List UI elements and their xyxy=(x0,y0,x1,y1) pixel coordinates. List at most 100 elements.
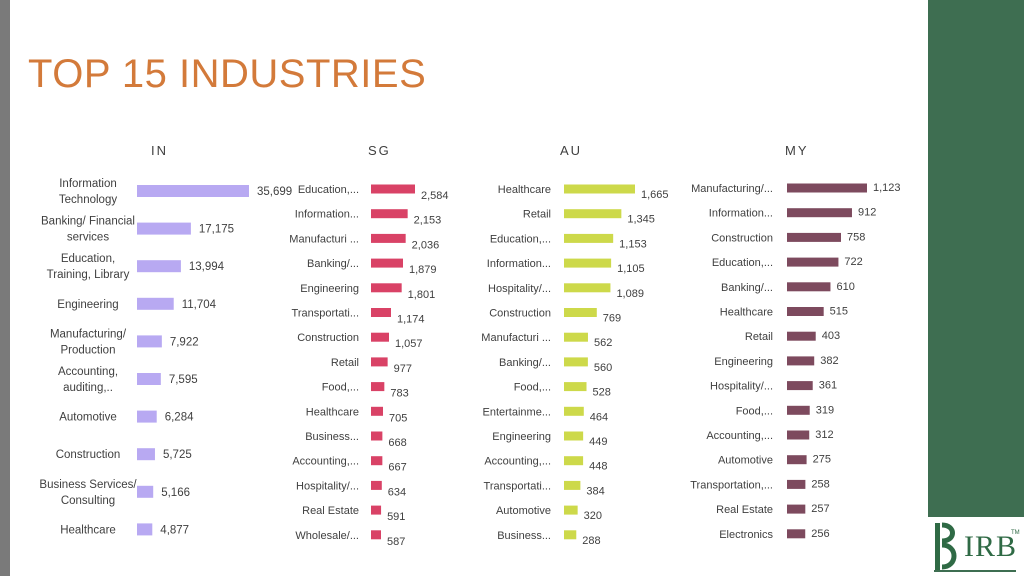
bar-my-8 xyxy=(787,381,813,391)
bar-sg-11 xyxy=(371,456,383,466)
bar-au-0 xyxy=(564,184,635,194)
bar-au-11 xyxy=(564,456,584,466)
category-label-my-0: Manufacturing/... xyxy=(691,183,773,195)
value-label-my-6: 403 xyxy=(822,330,840,342)
category-label-in-9: Healthcare xyxy=(60,524,116,536)
bar-in-5 xyxy=(137,373,161,385)
bar-au-10 xyxy=(564,431,584,441)
bar-in-4 xyxy=(137,335,162,348)
value-label-sg-4: 1,801 xyxy=(408,289,436,301)
value-label-my-12: 258 xyxy=(811,478,829,490)
bar-my-10 xyxy=(787,430,810,440)
category-label-in-6: Automotive xyxy=(59,412,117,424)
category-label-in-3: Engineering xyxy=(57,299,118,311)
bar-my-0 xyxy=(787,183,867,193)
category-label-in-1: Banking/ Financial services xyxy=(41,216,135,244)
value-label-au-13: 320 xyxy=(584,510,602,522)
value-label-sg-9: 705 xyxy=(389,412,407,424)
category-label-my-3: Education,... xyxy=(712,257,773,269)
category-label-au-8: Food,... xyxy=(514,382,551,394)
bar-my-7 xyxy=(787,356,815,366)
bar-my-11 xyxy=(787,455,807,465)
value-label-my-7: 382 xyxy=(820,355,838,367)
category-label-sg-11: Accounting,... xyxy=(292,456,359,468)
chart-title-my: MY xyxy=(785,143,809,158)
value-label-sg-5: 1,174 xyxy=(397,314,425,326)
value-label-sg-3: 1,879 xyxy=(409,264,437,276)
category-label-sg-0: Education,... xyxy=(298,184,359,196)
category-label-sg-3: Banking/... xyxy=(307,258,359,270)
value-label-au-4: 1,089 xyxy=(616,288,644,300)
irb-logo-tm: TM xyxy=(1011,530,1020,536)
value-label-sg-0: 2,584 xyxy=(421,190,449,202)
category-label-my-11: Automotive xyxy=(718,455,773,467)
industries-bar-charts: 35,699 Information Technology 17,175 Banking… xyxy=(39,178,900,548)
value-label-au-5: 769 xyxy=(603,313,621,325)
value-label-sg-14: 587 xyxy=(387,536,405,548)
category-label-in-5: Accounting, auditing,.. xyxy=(58,366,118,394)
bar-au-1 xyxy=(564,209,622,219)
bar-my-4 xyxy=(787,282,831,292)
value-label-my-2: 758 xyxy=(847,231,865,243)
category-label-in-7: Construction xyxy=(56,449,121,461)
value-label-in-2: 13,994 xyxy=(189,261,225,273)
value-label-in-3: 11,704 xyxy=(182,299,217,311)
category-label-in-4: Manufacturing/Production xyxy=(50,328,127,356)
bar-sg-0 xyxy=(371,184,415,194)
value-label-my-5: 515 xyxy=(830,306,848,318)
value-label-in-7: 5,725 xyxy=(163,449,192,461)
bar-au-8 xyxy=(564,382,587,392)
bar-au-3 xyxy=(564,258,612,268)
value-label-au-0: 1,665 xyxy=(641,189,669,201)
right-accent-panel xyxy=(928,0,1024,576)
bar-sg-13 xyxy=(371,505,382,515)
category-label-sg-13: Real Estate xyxy=(302,505,359,517)
bar-my-13 xyxy=(787,504,806,514)
category-label-my-14: Electronics xyxy=(719,529,773,541)
value-label-au-9: 464 xyxy=(590,411,608,423)
irb-logo-text: IRB xyxy=(964,530,1018,563)
bar-au-12 xyxy=(564,480,581,490)
value-label-in-5: 7,595 xyxy=(169,374,198,386)
value-label-au-10: 449 xyxy=(589,436,607,448)
bar-in-0 xyxy=(137,185,249,197)
bar-my-2 xyxy=(787,232,841,242)
bar-sg-6 xyxy=(371,332,389,342)
slide-content xyxy=(10,0,928,576)
value-label-au-14: 288 xyxy=(582,535,600,547)
value-label-in-0: 35,699 xyxy=(257,186,292,198)
value-label-sg-12: 634 xyxy=(388,486,406,498)
category-label-au-11: Accounting,... xyxy=(484,456,551,468)
bar-my-3 xyxy=(787,257,839,267)
bar-my-14 xyxy=(787,529,806,539)
bar-sg-2 xyxy=(371,233,406,243)
bar-in-2 xyxy=(137,260,181,273)
category-label-au-0: Healthcare xyxy=(498,184,551,196)
category-label-my-9: Food,... xyxy=(736,405,773,417)
bar-my-5 xyxy=(787,307,824,316)
category-label-my-7: Engineering xyxy=(714,356,773,368)
category-label-my-10: Accounting,... xyxy=(706,430,773,442)
category-label-au-12: Transportati... xyxy=(484,480,551,492)
category-label-sg-7: Retail xyxy=(331,357,359,369)
chart-sg: 2,584 Education,... 2,153 Information... 2,0… xyxy=(289,184,448,548)
category-label-au-1: Retail xyxy=(523,209,551,221)
category-label-sg-14: Wholesale/... xyxy=(295,530,359,542)
chart-title-sg: SG xyxy=(368,143,391,158)
value-label-in-9: 4,877 xyxy=(160,524,189,536)
bar-sg-1 xyxy=(371,209,408,219)
value-label-au-8: 528 xyxy=(593,387,611,399)
value-label-au-1: 1,345 xyxy=(627,214,655,226)
bar-sg-5 xyxy=(371,308,391,317)
category-label-sg-10: Business... xyxy=(305,431,359,443)
page-title: TOP 15 INDUSTRIES xyxy=(28,52,427,96)
category-label-au-10: Engineering xyxy=(492,431,551,443)
value-label-au-7: 560 xyxy=(594,362,612,374)
bar-sg-3 xyxy=(371,258,403,268)
bar-sg-8 xyxy=(371,382,385,392)
irb-logo-mark-icon xyxy=(935,522,957,571)
category-label-my-5: Healthcare xyxy=(720,307,773,319)
bar-au-7 xyxy=(564,357,588,367)
category-label-sg-5: Transportati... xyxy=(292,308,359,320)
value-label-sg-10: 668 xyxy=(388,437,406,449)
